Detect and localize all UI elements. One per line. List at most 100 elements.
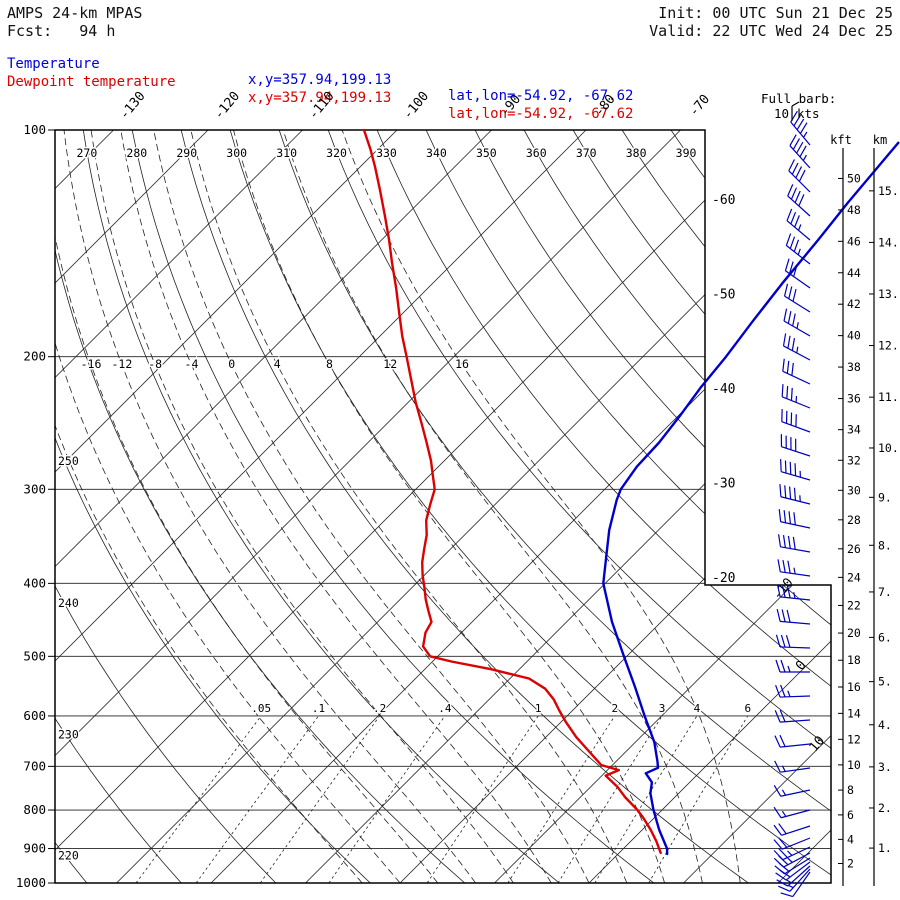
legend-dewpoint-xy: x,y=357.94,199.13 xyxy=(248,90,392,106)
svg-text:350: 350 xyxy=(476,146,497,160)
model-title: AMPS 24-km MPAS xyxy=(7,4,143,22)
svg-text:-110: -110 xyxy=(306,89,338,123)
legend-dewpoint-label: Dewpoint temperature xyxy=(7,74,176,90)
svg-text:230: 230 xyxy=(58,727,79,741)
svg-text:-80: -80 xyxy=(592,92,619,120)
svg-text:6: 6 xyxy=(744,702,751,715)
svg-text:36: 36 xyxy=(847,392,861,406)
plot-border xyxy=(54,129,832,884)
svg-text:340: 340 xyxy=(426,146,447,160)
svg-text:-60: -60 xyxy=(712,193,735,208)
svg-text:5.: 5. xyxy=(878,675,892,689)
svg-text:44: 44 xyxy=(847,266,861,280)
svg-text:11.: 11. xyxy=(878,390,899,404)
svg-text:50: 50 xyxy=(847,171,861,185)
svg-text:40: 40 xyxy=(847,329,861,343)
svg-text:270: 270 xyxy=(77,146,98,160)
svg-text:360: 360 xyxy=(526,146,547,160)
svg-text:4.: 4. xyxy=(878,718,892,732)
svg-text:-120: -120 xyxy=(212,89,244,123)
svg-text:3.: 3. xyxy=(878,760,892,774)
svg-text:kts: kts xyxy=(797,106,820,121)
svg-text:330: 330 xyxy=(376,146,397,160)
forecast-hour: Fcst: 94 h xyxy=(7,22,116,40)
svg-text:-130: -130 xyxy=(117,89,149,123)
valid-time: Valid: 22 UTC Wed 24 Dec 25 xyxy=(649,22,893,40)
svg-text:2: 2 xyxy=(847,857,854,871)
svg-text:1: 1 xyxy=(535,702,542,715)
svg-text:300: 300 xyxy=(226,146,247,160)
svg-text:800: 800 xyxy=(23,802,46,817)
svg-text:18: 18 xyxy=(847,653,861,667)
legend-temperature-row: Temperature x,y=357.94,199.13 lat,lon=-5… xyxy=(0,40,900,104)
svg-text:km: km xyxy=(873,133,887,147)
svg-text:290: 290 xyxy=(176,146,197,160)
svg-text:7.: 7. xyxy=(878,585,892,599)
svg-text:20: 20 xyxy=(847,626,861,640)
svg-text:38: 38 xyxy=(847,360,861,374)
svg-text:-40: -40 xyxy=(712,382,735,397)
svg-text:13.: 13. xyxy=(878,287,899,301)
svg-text:48: 48 xyxy=(847,203,861,217)
svg-text:12: 12 xyxy=(847,732,861,746)
svg-text:Full barb:: Full barb: xyxy=(761,91,836,106)
svg-text:100: 100 xyxy=(23,122,46,137)
svg-text:4: 4 xyxy=(274,357,281,371)
svg-text:370: 370 xyxy=(576,146,597,160)
svg-text:-70: -70 xyxy=(687,92,714,120)
svg-text:-50: -50 xyxy=(712,288,735,303)
svg-text:22: 22 xyxy=(847,598,861,612)
svg-text:-12: -12 xyxy=(112,357,133,371)
svg-text:34: 34 xyxy=(847,423,861,437)
legend-temperature-label: Temperature xyxy=(7,56,100,72)
svg-text:32: 32 xyxy=(847,453,861,467)
height-axes: kft2468101214161820222426283032343638404… xyxy=(830,133,899,886)
svg-text:8: 8 xyxy=(847,783,854,797)
svg-text:390: 390 xyxy=(676,146,697,160)
svg-text:240: 240 xyxy=(58,596,79,610)
svg-text:14.: 14. xyxy=(878,235,899,249)
svg-text:400: 400 xyxy=(23,575,46,590)
svg-text:9.: 9. xyxy=(878,490,892,504)
svg-text:28: 28 xyxy=(847,513,861,527)
svg-text:280: 280 xyxy=(126,146,147,160)
dewpoint-trace xyxy=(362,128,662,855)
svg-text:900: 900 xyxy=(23,841,46,856)
svg-text:-30: -30 xyxy=(712,477,735,492)
svg-text:600: 600 xyxy=(23,708,46,723)
svg-text:.1: .1 xyxy=(312,702,325,715)
svg-text:500: 500 xyxy=(23,648,46,663)
svg-text:kft: kft xyxy=(830,133,852,147)
svg-text:6: 6 xyxy=(847,808,854,822)
svg-text:220: 220 xyxy=(58,849,79,863)
svg-text:15.: 15. xyxy=(878,184,899,198)
svg-text:46: 46 xyxy=(847,234,861,248)
svg-text:6.: 6. xyxy=(878,630,892,644)
svg-text:310: 310 xyxy=(276,146,297,160)
svg-text:14: 14 xyxy=(847,706,861,720)
wind-barbs xyxy=(773,110,811,898)
background-lines xyxy=(55,130,831,883)
svg-text:16: 16 xyxy=(455,357,469,371)
svg-text:200: 200 xyxy=(23,349,46,364)
svg-text:.2: .2 xyxy=(373,702,386,715)
svg-text:0: 0 xyxy=(228,357,235,371)
svg-text:-100: -100 xyxy=(401,89,433,123)
svg-text:1000: 1000 xyxy=(16,875,46,890)
svg-text:-90: -90 xyxy=(498,92,525,120)
svg-text:.4: .4 xyxy=(438,702,452,715)
svg-text:10: 10 xyxy=(774,106,789,121)
legend-dewpoint-latlon: lat,lon=-54.92, -67.62 xyxy=(448,106,634,122)
svg-text:30: 30 xyxy=(847,483,861,497)
svg-text:.05: .05 xyxy=(251,702,271,715)
svg-text:0: 0 xyxy=(793,658,810,674)
svg-text:380: 380 xyxy=(626,146,647,160)
svg-text:-4: -4 xyxy=(185,357,199,371)
legend-temperature-latlon: lat,lon=-54.92, -67.62 xyxy=(448,88,634,104)
barb-legend: Full barb:10 kts xyxy=(761,91,836,121)
svg-text:3: 3 xyxy=(659,702,666,715)
svg-text:-8: -8 xyxy=(148,357,162,371)
svg-text:-20: -20 xyxy=(712,571,735,586)
svg-text:-16: -16 xyxy=(81,357,102,371)
